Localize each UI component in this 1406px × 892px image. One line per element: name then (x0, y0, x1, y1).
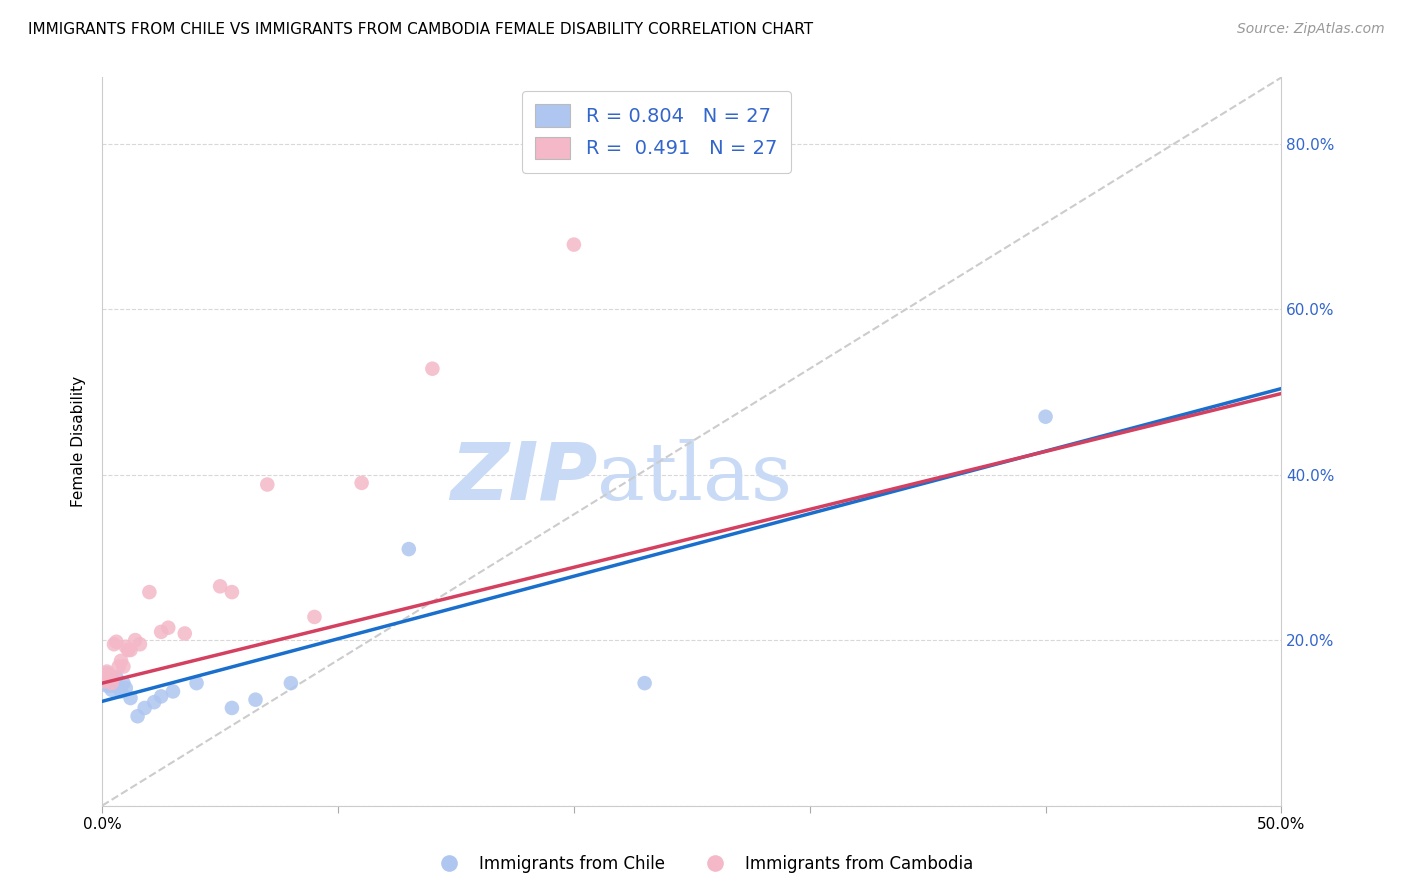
Point (150, 690, 173, 704)
Point (110, 684, 132, 698)
Point (96, 679, 118, 693)
Point (256, 477, 278, 491)
Point (96, 666, 118, 681)
Point (112, 676, 135, 690)
Point (93, 674, 115, 689)
Point (110, 654, 132, 668)
Point (138, 585, 160, 599)
Point (117, 643, 139, 657)
Point (93, 670, 115, 684)
Point (98, 679, 121, 693)
Point (103, 674, 125, 689)
Point (114, 681, 136, 695)
Point (98, 674, 121, 689)
Point (221, 701, 243, 715)
Point (186, 676, 208, 690)
Text: ZIP: ZIP (450, 439, 598, 517)
Point (100, 676, 122, 690)
Point (398, 542, 420, 557)
Point (350, 475, 373, 490)
Point (120, 643, 142, 657)
Point (633, 676, 655, 690)
Point (129, 637, 152, 651)
Point (105, 670, 128, 684)
Point (124, 633, 146, 648)
Point (143, 695, 166, 709)
Point (150, 624, 173, 639)
Point (1035, 409, 1057, 424)
Point (107, 659, 129, 673)
Point (112, 659, 135, 673)
Legend: Immigrants from Chile, Immigrants from Cambodia: Immigrants from Chile, Immigrants from C… (426, 848, 980, 880)
Point (105, 676, 128, 690)
Point (107, 680, 129, 694)
Point (114, 640, 136, 654)
Point (221, 585, 243, 599)
Point (96, 668, 118, 682)
Point (120, 691, 142, 706)
Legend: R = 0.804   N = 27, R =  0.491   N = 27: R = 0.804 N = 27, R = 0.491 N = 27 (522, 91, 792, 173)
Point (98, 668, 121, 682)
Point (157, 621, 180, 635)
Point (134, 701, 156, 715)
Point (280, 676, 302, 690)
Point (103, 670, 125, 684)
Text: Source: ZipAtlas.com: Source: ZipAtlas.com (1237, 22, 1385, 37)
Point (209, 579, 232, 593)
Point (562, 237, 585, 252)
Point (127, 709, 149, 723)
Point (105, 634, 128, 648)
Point (245, 692, 267, 706)
Text: atlas: atlas (598, 439, 793, 517)
Point (162, 684, 184, 698)
Point (96, 665, 118, 679)
Text: IMMIGRANTS FROM CHILE VS IMMIGRANTS FROM CAMBODIA FEMALE DISABILITY CORRELATION : IMMIGRANTS FROM CHILE VS IMMIGRANTS FROM… (28, 22, 813, 37)
Point (100, 682, 122, 697)
Point (173, 626, 195, 640)
Point (422, 361, 444, 376)
Point (304, 610, 326, 624)
Point (103, 679, 125, 693)
Point (103, 637, 125, 651)
Y-axis label: Female Disability: Female Disability (72, 376, 86, 507)
